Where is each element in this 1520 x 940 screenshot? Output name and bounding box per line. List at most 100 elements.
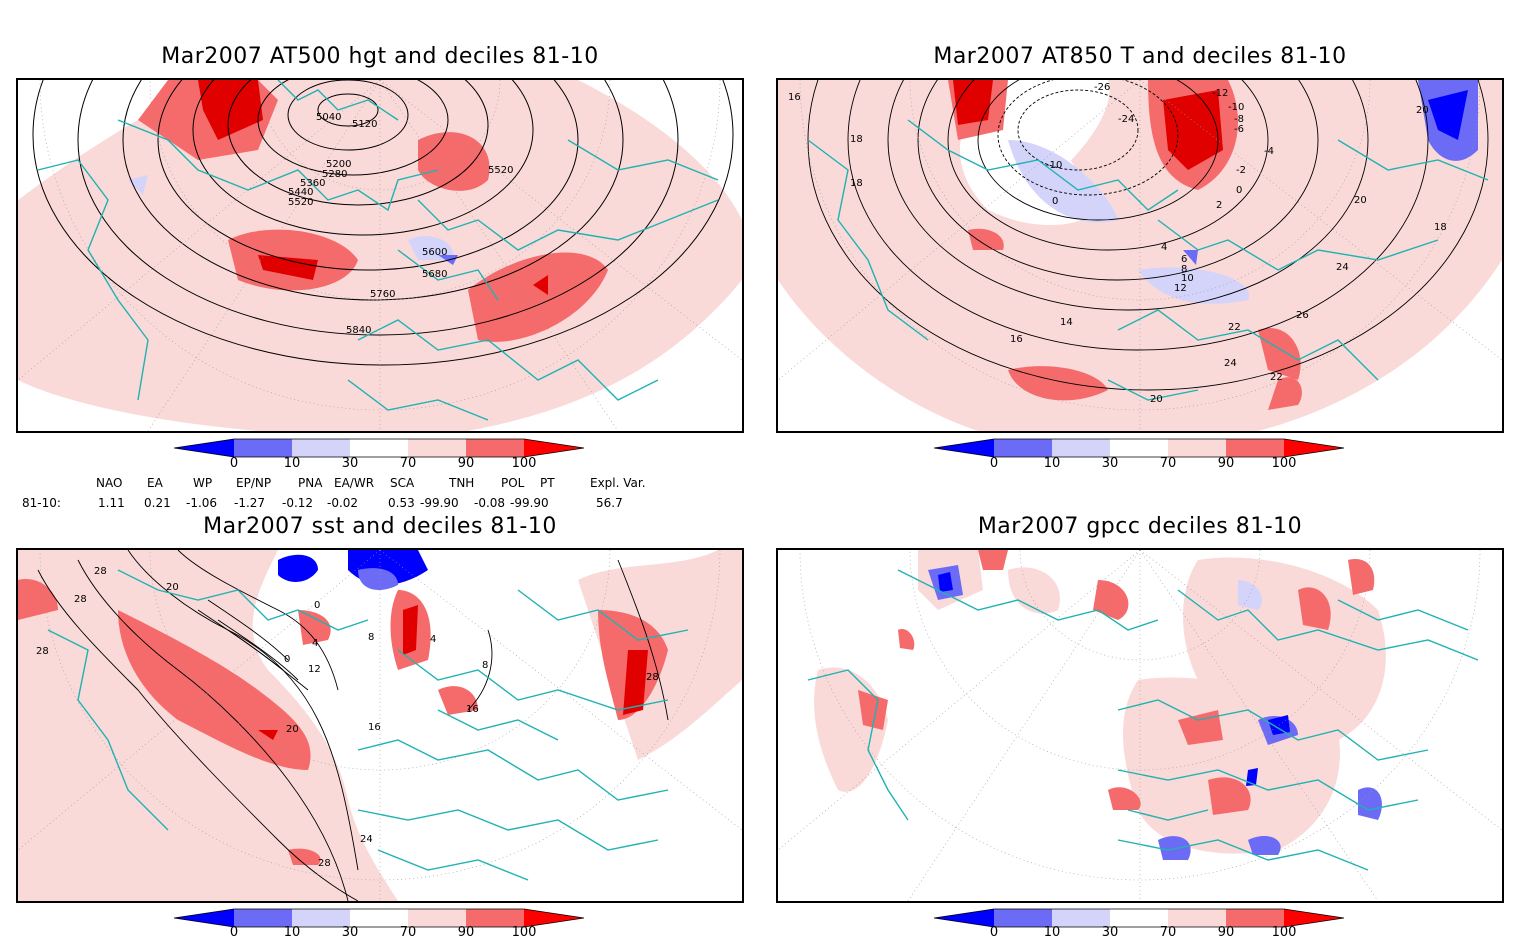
contour-label: 24 [1336, 262, 1349, 273]
colorbar-tick: 30 [1101, 925, 1119, 940]
index-header: Expl. Var. [590, 476, 646, 490]
colorbar-ticks-bottom-left: 0 10 30 70 90 100 [174, 925, 586, 940]
contour-label: 6 [1181, 254, 1187, 265]
colorbar-tick: 70 [1159, 456, 1177, 471]
contour-label: 16 [368, 722, 381, 733]
contour-label: 0 [284, 654, 290, 665]
map-gpcc [778, 550, 1502, 901]
contour-label: 0 [1052, 196, 1058, 207]
contour-label: 20 [1416, 105, 1429, 116]
index-value: -0.12 [282, 496, 314, 510]
contour-label: -4 [1264, 146, 1274, 157]
colorbar-tick: 70 [1159, 925, 1177, 940]
contour-label: 20 [1354, 195, 1367, 206]
colorbar-tick: 90 [1217, 456, 1235, 471]
colorbar-tick: 10 [1043, 456, 1061, 471]
panel-title-sst: Mar2007 sst and deciles 81-10 [203, 514, 557, 539]
colorbar-top-right [934, 438, 1345, 458]
index-value: 0.53 [388, 496, 415, 510]
contour-label: 5840 [346, 325, 371, 336]
colorbar-tick: 30 [341, 925, 359, 940]
index-header: TNH [449, 476, 475, 490]
index-headers: NAO EA WP EP/NP PNA EA/WR SCA TNH POL PT… [0, 476, 700, 492]
contour-label: 28 [646, 672, 659, 683]
panel-title-hgt500: Mar2007 AT500 hgt and deciles 81-10 [161, 44, 599, 69]
contour-label: 4 [312, 638, 318, 649]
index-header: EP/NP [236, 476, 272, 490]
contour-label: 0 [314, 600, 320, 611]
colorbar-tick: 100 [511, 925, 537, 940]
contour-label: 28 [36, 646, 49, 657]
map-panel-hgt500: 5040 5120 5200 5280 5360 5440 5520 5520 … [16, 78, 744, 433]
colorbar-tick: 0 [229, 456, 239, 471]
contour-label: 5760 [370, 289, 395, 300]
colorbar-tick: 10 [1043, 925, 1061, 940]
contour-label: 22 [1270, 372, 1283, 383]
colorbar-tick: 30 [341, 456, 359, 471]
colorbar-tick: 90 [457, 456, 475, 471]
index-value: -99.90 [420, 496, 459, 510]
index-value: -0.02 [327, 496, 359, 510]
index-values-row: 81-10: 1.11 0.21 -1.06 -1.27 -0.12 -0.02… [0, 496, 700, 512]
colorbar-tick: 70 [399, 925, 417, 940]
colorbar-tick: 90 [457, 925, 475, 940]
index-value: -1.06 [186, 496, 218, 510]
index-value: 1.11 [98, 496, 125, 510]
colorbar-tick: 0 [989, 456, 999, 471]
colorbar-tick: 10 [283, 456, 301, 471]
index-header: WP [193, 476, 213, 490]
contour-label: 28 [74, 594, 87, 605]
contour-label: 22 [1228, 322, 1241, 333]
contour-label: 5200 [326, 159, 351, 170]
contour-label: -12 [1212, 88, 1228, 99]
contour-label: 18 [850, 178, 863, 189]
contour-label: 5520 [288, 197, 313, 208]
colorbar-tick: 0 [989, 925, 999, 940]
colorbar-tick: 30 [1101, 456, 1119, 471]
contour-label: 4 [430, 634, 436, 645]
contour-label: -10 [1228, 102, 1244, 113]
colorbar-bottom-right [934, 908, 1345, 928]
index-header: EA/WR [334, 476, 375, 490]
contour-label: 8 [1181, 264, 1187, 275]
colorbar-tick: 100 [511, 456, 537, 471]
contour-label: -24 [1118, 114, 1134, 125]
contour-label: 20 [286, 724, 299, 735]
panel-title-gpcc: Mar2007 gpcc deciles 81-10 [977, 514, 1303, 539]
contour-label: 28 [318, 858, 331, 869]
contour-label: -8 [1234, 114, 1244, 125]
contour-label: -6 [1234, 124, 1244, 135]
contour-label: 20 [1150, 394, 1163, 405]
contour-label: -10 [1046, 160, 1062, 171]
index-header: PT [540, 476, 555, 490]
contour-label: 18 [1434, 222, 1447, 233]
contour-label: -2 [1236, 165, 1246, 176]
colorbar-tick: 100 [1271, 456, 1297, 471]
contour-label: -26 [1094, 82, 1110, 93]
contour-label: 5520 [488, 165, 513, 176]
index-value: -1.27 [234, 496, 266, 510]
contour-label: 5040 [316, 112, 341, 123]
contour-label: 5360 [300, 178, 325, 189]
contour-label: 2 [1216, 200, 1222, 211]
contour-label: 20 [166, 582, 179, 593]
colorbar-bottom-left [174, 908, 585, 928]
contour-label: 12 [308, 664, 321, 675]
colorbar-tick: 10 [283, 925, 301, 940]
contour-label: 18 [850, 134, 863, 145]
contour-label: 8 [368, 632, 374, 643]
contour-label: 26 [1296, 310, 1309, 321]
colorbar-tick: 90 [1217, 925, 1235, 940]
map-t850: 16 18 18 -26 -24 -12 -10 -8 -6 -4 -2 0 -… [778, 80, 1502, 431]
index-header: EA [147, 476, 163, 490]
colorbar-ticks-top-right: 0 10 30 70 90 100 [934, 456, 1346, 472]
contour-label: 24 [360, 834, 373, 845]
colorbar-ticks-bottom-right: 0 10 30 70 90 100 [934, 925, 1346, 940]
index-value: 0.21 [144, 496, 171, 510]
colorbar-tick: 0 [229, 925, 239, 940]
colorbar-top-left [174, 438, 585, 458]
contour-label: 24 [1224, 358, 1237, 369]
contour-label: 5440 [288, 187, 313, 198]
contour-label: 8 [482, 660, 488, 671]
contour-label: 16 [788, 92, 801, 103]
